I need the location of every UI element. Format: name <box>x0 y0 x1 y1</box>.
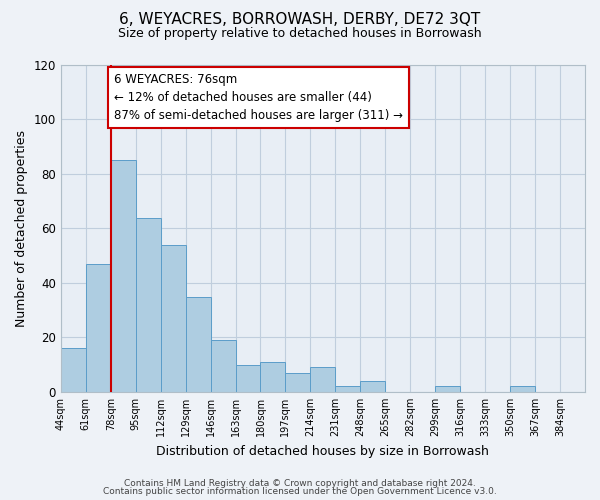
Bar <box>86 264 111 392</box>
Bar <box>136 218 161 392</box>
Y-axis label: Number of detached properties: Number of detached properties <box>15 130 28 327</box>
Bar <box>510 386 535 392</box>
Bar <box>211 340 236 392</box>
Bar <box>236 364 260 392</box>
Text: Size of property relative to detached houses in Borrowash: Size of property relative to detached ho… <box>118 28 482 40</box>
Bar <box>260 362 286 392</box>
Bar <box>286 373 310 392</box>
Bar <box>185 296 211 392</box>
Bar <box>310 368 335 392</box>
Text: Contains HM Land Registry data © Crown copyright and database right 2024.: Contains HM Land Registry data © Crown c… <box>124 478 476 488</box>
Bar <box>335 386 361 392</box>
Bar <box>61 348 86 392</box>
Bar <box>361 381 385 392</box>
Bar <box>111 160 136 392</box>
Text: 6, WEYACRES, BORROWASH, DERBY, DE72 3QT: 6, WEYACRES, BORROWASH, DERBY, DE72 3QT <box>119 12 481 28</box>
Bar <box>435 386 460 392</box>
Text: 6 WEYACRES: 76sqm
← 12% of detached houses are smaller (44)
87% of semi-detached: 6 WEYACRES: 76sqm ← 12% of detached hous… <box>113 73 403 122</box>
Bar <box>161 245 185 392</box>
X-axis label: Distribution of detached houses by size in Borrowash: Distribution of detached houses by size … <box>157 444 490 458</box>
Text: Contains public sector information licensed under the Open Government Licence v3: Contains public sector information licen… <box>103 487 497 496</box>
